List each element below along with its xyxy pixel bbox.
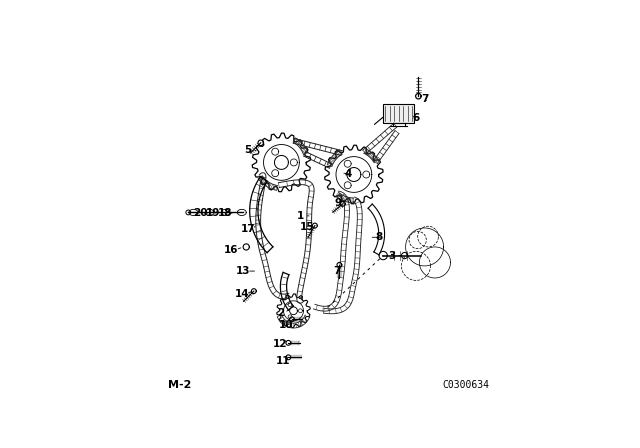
Text: 5: 5 [244,145,252,155]
Text: 1: 1 [297,211,304,221]
Text: M-2: M-2 [168,380,191,390]
Text: 19: 19 [206,208,221,218]
Text: 9: 9 [335,198,342,208]
Text: 18: 18 [218,208,233,218]
Text: 13: 13 [236,266,250,276]
Text: 11: 11 [276,357,291,366]
Text: 7: 7 [333,266,340,276]
Text: 6: 6 [412,112,420,123]
Text: 15: 15 [300,222,314,232]
Text: 2: 2 [277,308,284,318]
Bar [383,104,414,123]
Text: 7: 7 [421,94,428,103]
Text: 17: 17 [241,224,255,234]
Text: 10: 10 [278,319,293,330]
Text: C0300634: C0300634 [442,380,490,390]
Text: 12: 12 [273,339,287,349]
Text: 16: 16 [224,245,239,255]
Text: 20: 20 [193,208,207,218]
Text: 14: 14 [234,289,249,298]
Text: 4: 4 [344,169,352,180]
Text: 3: 3 [388,250,396,261]
Text: 8: 8 [376,232,383,242]
